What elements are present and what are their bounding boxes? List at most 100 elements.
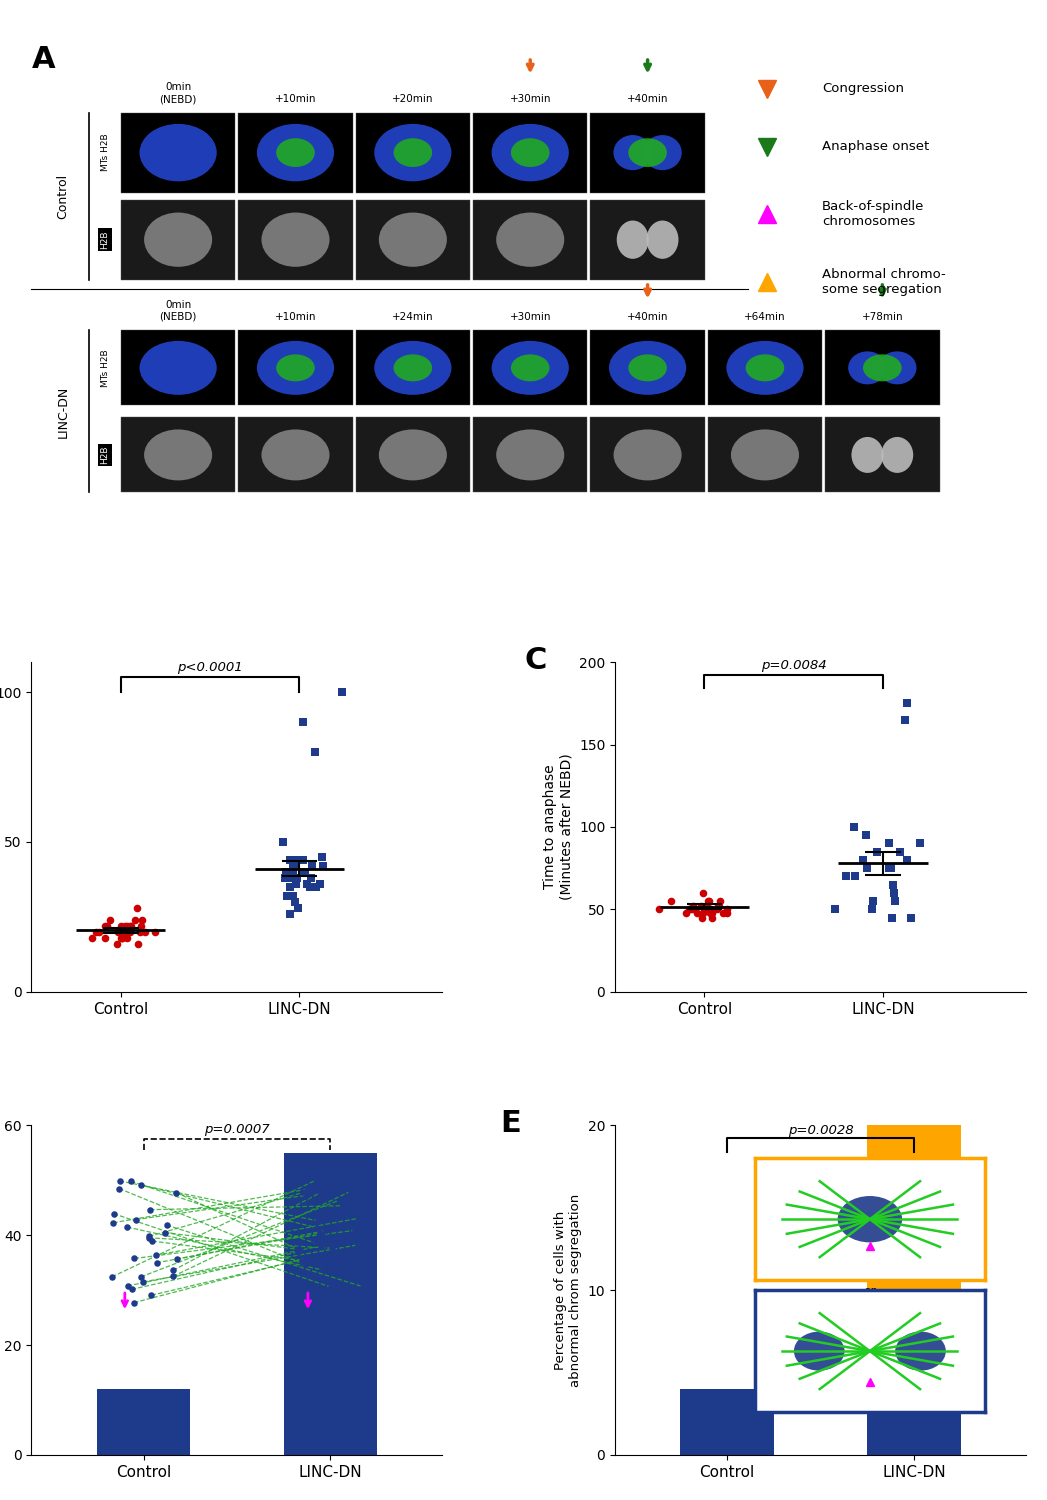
Point bbox=[164, 1258, 181, 1282]
Text: +40min: +40min bbox=[627, 312, 668, 321]
Point bbox=[709, 897, 726, 921]
Point bbox=[286, 890, 303, 914]
Ellipse shape bbox=[276, 138, 315, 166]
Point bbox=[712, 890, 729, 914]
Point bbox=[308, 874, 325, 898]
Point bbox=[282, 902, 298, 926]
Point bbox=[899, 847, 916, 871]
Bar bbox=[591, 417, 705, 492]
Ellipse shape bbox=[394, 354, 432, 381]
Ellipse shape bbox=[139, 124, 217, 182]
Text: p=0.0084: p=0.0084 bbox=[761, 658, 826, 672]
Point bbox=[115, 920, 132, 944]
Ellipse shape bbox=[614, 135, 652, 170]
Point bbox=[129, 896, 146, 920]
Point bbox=[148, 1251, 164, 1275]
Bar bbox=[708, 330, 822, 405]
Point bbox=[309, 1209, 326, 1233]
Text: LINC-DN: LINC-DN bbox=[57, 386, 70, 438]
Point bbox=[704, 906, 720, 930]
Point bbox=[903, 906, 919, 930]
Point bbox=[299, 1178, 316, 1202]
Text: H2B: H2B bbox=[101, 446, 110, 464]
Point bbox=[157, 1221, 174, 1245]
Point bbox=[122, 914, 139, 938]
Ellipse shape bbox=[877, 351, 916, 384]
Ellipse shape bbox=[262, 429, 330, 480]
Point bbox=[169, 1246, 185, 1270]
Point bbox=[693, 906, 710, 930]
Ellipse shape bbox=[745, 354, 784, 381]
Point bbox=[127, 908, 143, 932]
Ellipse shape bbox=[379, 213, 447, 267]
Ellipse shape bbox=[848, 351, 887, 384]
Point bbox=[296, 859, 313, 883]
Point bbox=[322, 1275, 339, 1299]
Point bbox=[118, 1215, 135, 1239]
Point bbox=[855, 847, 872, 871]
Point bbox=[90, 920, 107, 944]
Point bbox=[168, 1180, 184, 1204]
Point bbox=[133, 1173, 150, 1197]
Text: A: A bbox=[31, 45, 55, 74]
Point bbox=[132, 920, 149, 944]
Bar bbox=[825, 417, 939, 492]
Ellipse shape bbox=[727, 340, 803, 394]
Point bbox=[310, 1167, 327, 1191]
Point bbox=[718, 897, 735, 921]
Point bbox=[883, 856, 899, 880]
Point bbox=[112, 914, 129, 938]
Point bbox=[342, 1179, 359, 1203]
Point bbox=[838, 864, 854, 888]
Point bbox=[292, 1238, 309, 1262]
Ellipse shape bbox=[609, 340, 686, 394]
Point bbox=[114, 920, 131, 944]
Point bbox=[684, 897, 700, 921]
Y-axis label: Percentage of cells with
abnormal chrom segregation: Percentage of cells with abnormal chrom … bbox=[554, 1194, 582, 1386]
Point bbox=[289, 865, 306, 889]
Ellipse shape bbox=[144, 213, 213, 267]
Point bbox=[289, 865, 306, 889]
Point bbox=[285, 853, 302, 877]
Bar bbox=[681, 1389, 774, 1455]
Point bbox=[140, 1224, 157, 1248]
Point bbox=[314, 1179, 331, 1203]
Text: 0min
(NEBD): 0min (NEBD) bbox=[159, 82, 197, 104]
Bar bbox=[356, 200, 470, 279]
Point bbox=[283, 865, 299, 889]
Point bbox=[132, 914, 149, 938]
Point bbox=[887, 890, 904, 914]
Point bbox=[121, 914, 138, 938]
Point bbox=[84, 926, 101, 950]
Text: Congression: Congression bbox=[822, 82, 905, 94]
Point bbox=[134, 908, 151, 932]
Point bbox=[864, 897, 881, 921]
Point bbox=[701, 897, 718, 921]
Point bbox=[711, 894, 728, 918]
Text: p<0.0001: p<0.0001 bbox=[177, 662, 243, 674]
Bar bbox=[239, 330, 353, 405]
Point bbox=[718, 900, 735, 924]
Point bbox=[677, 900, 694, 924]
Bar bbox=[473, 330, 587, 405]
Point bbox=[130, 932, 147, 956]
Bar bbox=[239, 417, 353, 492]
Ellipse shape bbox=[628, 354, 667, 381]
Point bbox=[116, 914, 133, 938]
Bar bbox=[356, 112, 470, 192]
Ellipse shape bbox=[511, 354, 550, 381]
Bar bbox=[867, 1125, 961, 1290]
Text: +30min: +30min bbox=[510, 312, 551, 321]
Point bbox=[293, 1248, 310, 1272]
Point bbox=[97, 914, 114, 938]
Ellipse shape bbox=[394, 138, 432, 166]
Point bbox=[276, 865, 293, 889]
Point bbox=[295, 1180, 312, 1204]
Point bbox=[334, 680, 351, 703]
Point bbox=[128, 1208, 144, 1231]
Text: C: C bbox=[525, 645, 547, 675]
Point bbox=[694, 880, 711, 904]
Point bbox=[891, 840, 908, 864]
Point bbox=[692, 894, 709, 918]
Text: p=0.0007: p=0.0007 bbox=[204, 1124, 270, 1136]
